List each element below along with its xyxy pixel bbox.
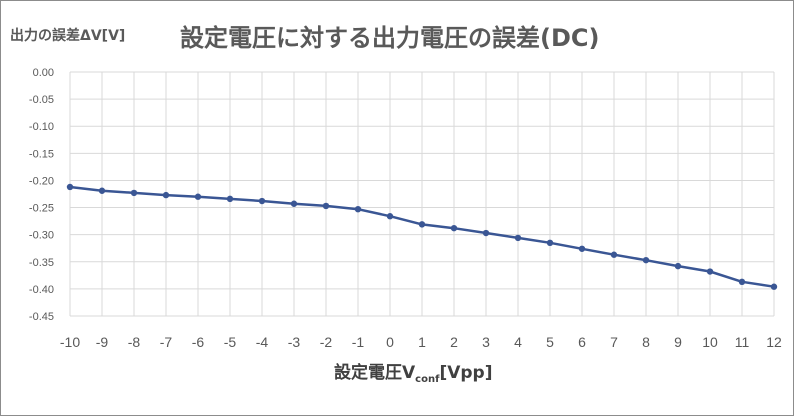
x-tick-label: 9 bbox=[674, 334, 682, 350]
x-tick-label: -4 bbox=[256, 334, 269, 350]
data-point bbox=[66, 183, 74, 191]
grid bbox=[69, 71, 775, 317]
x-tick-label: 0 bbox=[386, 334, 394, 350]
data-point bbox=[130, 189, 138, 197]
x-tick-label: 7 bbox=[610, 334, 618, 350]
x-ticks: -10 -9 -8 -7 -6 -5 -4 -3 -2 -1 0 1 2 3 4 5 6 7 8 9 10 11 12 bbox=[60, 334, 782, 350]
y-tick-label: -0.45 bbox=[29, 311, 54, 323]
y-tick-label: -0.20 bbox=[29, 175, 54, 187]
x-axis-label: 設定電圧Vconf[Vpp] bbox=[334, 362, 493, 385]
data-point bbox=[418, 221, 426, 228]
data-point bbox=[162, 191, 170, 199]
data-point bbox=[546, 239, 554, 246]
y-tick-label: -0.15 bbox=[29, 148, 54, 160]
x-tick-label: 11 bbox=[735, 334, 750, 350]
chart-title: 設定電圧に対する出力電圧の誤差(DC) bbox=[180, 24, 599, 52]
x-tick-label: -3 bbox=[288, 334, 301, 350]
x-axis-label-subscript: conf bbox=[415, 374, 440, 385]
data-point bbox=[514, 234, 522, 242]
data-points bbox=[66, 183, 778, 290]
x-tick-label: -10 bbox=[60, 334, 80, 350]
x-tick-label: -2 bbox=[320, 334, 333, 350]
y-tick-label: -0.25 bbox=[29, 203, 54, 215]
x-tick-label: -9 bbox=[96, 334, 109, 350]
data-point bbox=[674, 262, 682, 270]
data-point bbox=[578, 245, 586, 252]
y-tick-label: -0.40 bbox=[29, 284, 54, 296]
data-point bbox=[226, 195, 234, 203]
x-tick-label: -8 bbox=[128, 334, 141, 350]
x-tick-label: 10 bbox=[702, 334, 718, 350]
data-point bbox=[386, 213, 394, 220]
x-tick-label: 5 bbox=[546, 334, 554, 350]
x-axis-label-main: 設定電圧V bbox=[334, 362, 416, 383]
data-point bbox=[322, 202, 330, 210]
x-tick-label: 8 bbox=[642, 334, 650, 350]
y-tick-label: -0.35 bbox=[29, 257, 54, 269]
data-point bbox=[770, 283, 778, 290]
data-point bbox=[738, 278, 746, 286]
x-tick-label: 4 bbox=[514, 334, 522, 350]
data-point bbox=[450, 224, 458, 232]
data-point bbox=[354, 205, 362, 213]
data-point bbox=[290, 200, 298, 207]
data-point bbox=[194, 193, 202, 200]
y-tick-label: -0.10 bbox=[29, 121, 54, 133]
x-tick-label: 3 bbox=[482, 334, 490, 350]
x-tick-label: 6 bbox=[578, 334, 586, 350]
data-point bbox=[258, 197, 266, 205]
y-tick-label: -0.30 bbox=[29, 230, 54, 242]
x-tick-label: -6 bbox=[192, 334, 205, 350]
x-tick-label: 2 bbox=[450, 334, 458, 350]
y-tick-label: 0.00 bbox=[33, 67, 54, 79]
x-tick-label: 1 bbox=[418, 334, 426, 350]
data-point bbox=[98, 187, 106, 194]
x-tick-label: 12 bbox=[766, 334, 782, 350]
y-axis-label: 出力の誤差ΔV[V] bbox=[10, 27, 125, 44]
data-point bbox=[706, 268, 714, 275]
data-point bbox=[642, 256, 650, 264]
y-tick-label: -0.05 bbox=[29, 94, 54, 106]
x-tick-label: -1 bbox=[352, 334, 365, 350]
data-point bbox=[610, 251, 618, 258]
x-tick-label: -5 bbox=[224, 334, 237, 350]
y-ticks: 0.00 -0.05 -0.10 -0.15 -0.20 -0.25 -0.30 -0.35 -… bbox=[29, 67, 54, 323]
x-tick-label: -7 bbox=[160, 334, 173, 350]
x-axis-label-unit: [Vpp] bbox=[439, 363, 492, 383]
data-point bbox=[482, 229, 490, 237]
